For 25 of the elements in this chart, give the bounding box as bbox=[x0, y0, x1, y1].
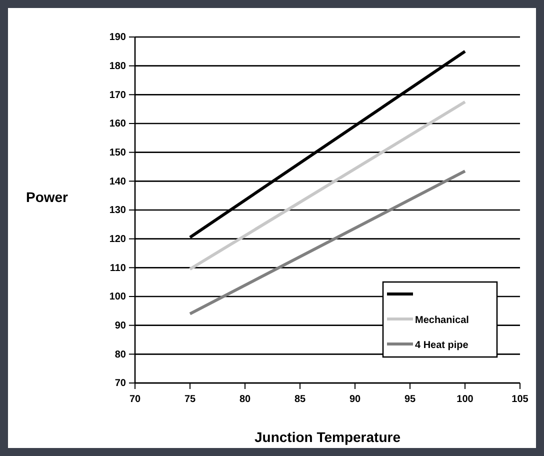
x-tick-label: 70 bbox=[129, 394, 141, 405]
y-tick-label: 140 bbox=[109, 176, 126, 188]
y-tick-label: 90 bbox=[114, 320, 126, 332]
x-tick-label: 95 bbox=[404, 394, 416, 405]
legend-label: 4 Heat pipe bbox=[415, 340, 469, 351]
y-tick-label: 100 bbox=[109, 292, 126, 303]
y-tick-label: 80 bbox=[114, 349, 126, 360]
y-tick-label: 170 bbox=[109, 90, 126, 101]
legend-label: Mechanical bbox=[415, 315, 470, 326]
y-tick-label: 120 bbox=[109, 234, 126, 246]
x-tick-label: 75 bbox=[184, 394, 196, 405]
y-tick-label: 180 bbox=[109, 61, 126, 72]
x-tick-label: 85 bbox=[294, 394, 306, 405]
y-tick-label: 190 bbox=[109, 32, 126, 44]
y-tick-label: 160 bbox=[109, 118, 126, 130]
x-tick-label: 100 bbox=[456, 394, 474, 405]
y-tick-label: 150 bbox=[109, 148, 126, 159]
x-axis-title: Junction Temperature bbox=[254, 429, 401, 445]
x-tick-label: 105 bbox=[512, 394, 529, 405]
y-axis-title: Power bbox=[26, 189, 69, 205]
x-tick-label: 80 bbox=[239, 394, 251, 405]
y-tick-label: 70 bbox=[114, 378, 126, 390]
y-tick-label: 130 bbox=[109, 205, 126, 216]
x-tick-label: 90 bbox=[349, 394, 361, 405]
y-tick-label: 110 bbox=[110, 262, 126, 274]
